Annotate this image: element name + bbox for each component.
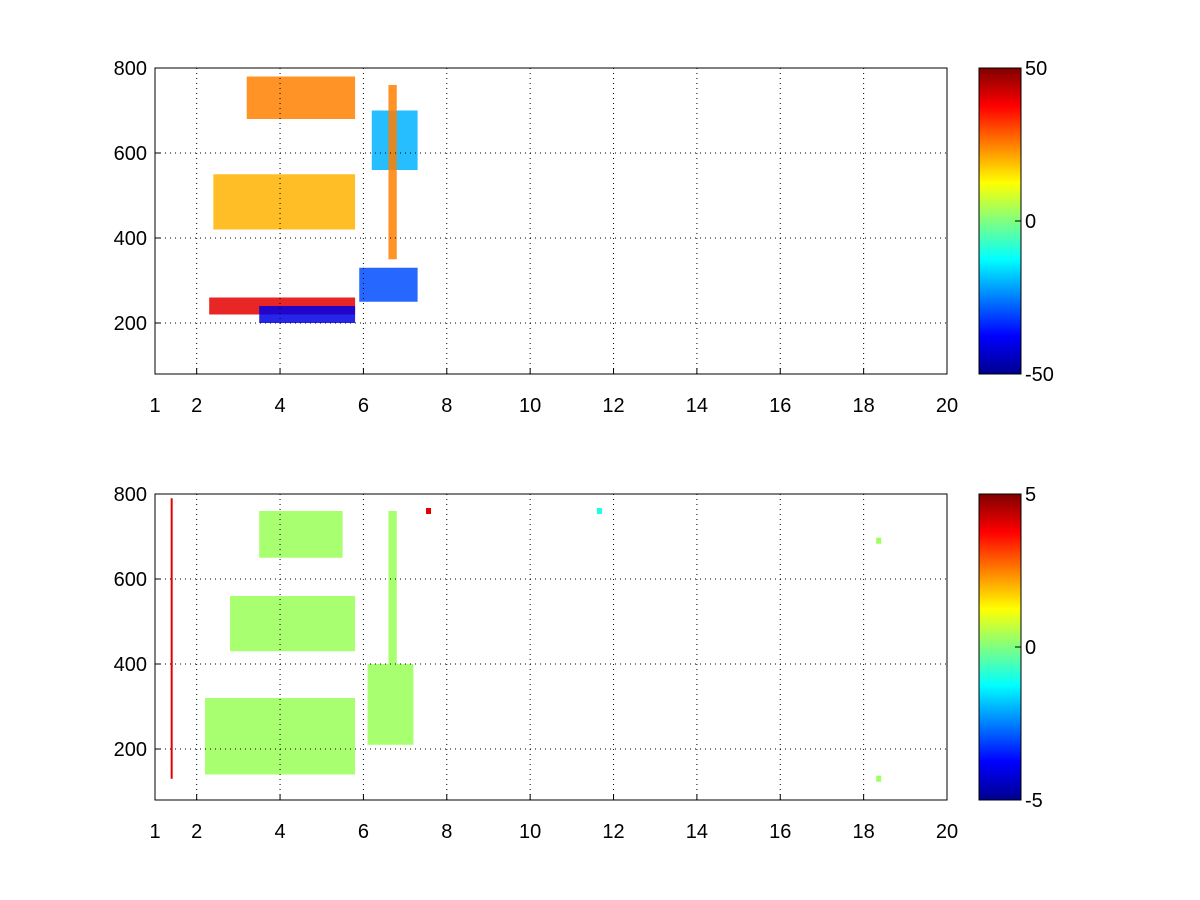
y-tick-label: 400 bbox=[114, 654, 147, 676]
x-tick-label: 2 bbox=[191, 821, 202, 843]
heatmap-band-5 bbox=[246, 76, 356, 119]
y-tick-label: 600 bbox=[114, 569, 147, 591]
colorbar-tick-label: -5 bbox=[1025, 790, 1043, 812]
top-axes-box bbox=[154, 67, 948, 375]
heatmap-spot-9 bbox=[876, 537, 882, 544]
y-tick-label: 400 bbox=[114, 228, 147, 250]
x-tick-label: 6 bbox=[358, 395, 369, 417]
top-colorbar-gradient bbox=[978, 67, 1022, 375]
heatmap-region-1 bbox=[205, 698, 356, 775]
heatmap-region-2 bbox=[230, 596, 356, 652]
x-tick-label: 8 bbox=[441, 821, 452, 843]
x-tick-label: 6 bbox=[358, 821, 369, 843]
bottom-colorbar-gradient bbox=[978, 493, 1022, 801]
top-x-ticks: 1 2 4 6 8 10 12 14 16 18 20 bbox=[149, 368, 958, 417]
y-tick-label: 800 bbox=[114, 58, 147, 80]
top-grid bbox=[155, 68, 947, 374]
x-tick-label: 14 bbox=[686, 821, 708, 843]
x-tick-label: 1 bbox=[149, 821, 160, 843]
colorbar-tick-label: 0 bbox=[1025, 211, 1036, 233]
x-tick-label: 1 bbox=[149, 395, 160, 417]
heatmap-region-3 bbox=[259, 511, 343, 558]
heatmap-band-7 bbox=[388, 85, 397, 260]
x-tick-label: 12 bbox=[602, 821, 624, 843]
heatmap-band-2 bbox=[259, 306, 356, 323]
x-tick-label: 20 bbox=[936, 395, 958, 417]
bottom-axes-box bbox=[154, 493, 948, 801]
x-tick-label: 14 bbox=[686, 395, 708, 417]
bottom-heatmap bbox=[170, 498, 882, 782]
x-tick-label: 10 bbox=[519, 395, 541, 417]
heatmap-region-5 bbox=[388, 511, 397, 664]
bottom-colorbar: -5 0 5 bbox=[978, 484, 1043, 812]
top-colorbar: -50 0 50 bbox=[978, 58, 1054, 386]
colorbar-tick-label: 5 bbox=[1025, 484, 1036, 506]
heatmap-band-4 bbox=[213, 174, 356, 230]
heatmap-band-3 bbox=[359, 267, 418, 302]
top-y-ticks: 200 400 600 800 bbox=[114, 58, 161, 335]
heatmap-line-6 bbox=[170, 498, 173, 779]
heatmap-spot-7 bbox=[426, 508, 432, 514]
bottom-colorbar-ticks: -5 0 5 bbox=[1015, 484, 1043, 812]
y-tick-label: 600 bbox=[114, 143, 147, 165]
x-tick-label: 12 bbox=[602, 395, 624, 417]
x-tick-label: 4 bbox=[274, 395, 285, 417]
top-colorbar-ticks: -50 0 50 bbox=[1015, 58, 1054, 386]
x-tick-label: 20 bbox=[936, 821, 958, 843]
y-tick-label: 800 bbox=[114, 484, 147, 506]
colorbar-tick-label: 50 bbox=[1025, 58, 1047, 80]
top-heatmap bbox=[209, 76, 418, 323]
y-tick-label: 200 bbox=[114, 313, 147, 335]
bottom-x-ticks: 1 2 4 6 8 10 12 14 16 18 20 bbox=[149, 794, 958, 843]
x-tick-label: 16 bbox=[769, 821, 791, 843]
x-tick-label: 18 bbox=[853, 821, 875, 843]
colorbar-tick-label: -50 bbox=[1025, 364, 1054, 386]
bottom-y-ticks: 200 400 600 800 bbox=[114, 484, 161, 761]
heatmap-spot-10 bbox=[876, 775, 882, 782]
x-tick-label: 10 bbox=[519, 821, 541, 843]
x-tick-label: 18 bbox=[853, 395, 875, 417]
bottom-grid bbox=[155, 494, 947, 800]
x-tick-label: 2 bbox=[191, 395, 202, 417]
x-tick-label: 8 bbox=[441, 395, 452, 417]
x-tick-label: 4 bbox=[274, 821, 285, 843]
heatmap-region-4 bbox=[367, 664, 414, 745]
colorbar-tick-label: 0 bbox=[1025, 637, 1036, 659]
y-tick-label: 200 bbox=[114, 739, 147, 761]
heatmap-spot-8 bbox=[596, 508, 602, 514]
x-tick-label: 16 bbox=[769, 395, 791, 417]
